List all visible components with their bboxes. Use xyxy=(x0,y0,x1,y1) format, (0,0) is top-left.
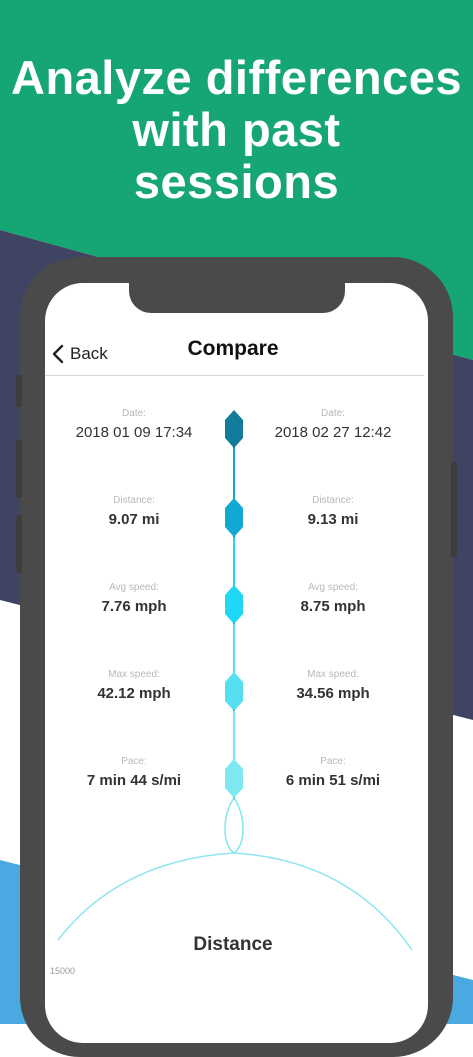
stat-pace-left: Pace: 7 min 44 s/mi xyxy=(54,755,214,791)
stat-value: 9.07 mi xyxy=(108,511,160,528)
stat-date-left: Date: 2018 01 09 17:34 xyxy=(54,407,214,443)
stat-label: Date: xyxy=(122,408,146,419)
stat-avg-speed-right: Avg speed: 8.75 mph xyxy=(253,581,413,617)
stat-value: 2018 02 27 12:42 xyxy=(274,424,392,441)
stat-max-speed-right: Max speed: 34.56 mph xyxy=(253,668,413,704)
stat-label: Date: xyxy=(321,408,345,419)
stat-label: Max speed: xyxy=(108,669,160,680)
headline: Analyze differences with past sessions xyxy=(0,52,473,208)
page-title: Compare xyxy=(187,337,279,360)
stat-value: 2018 01 09 17:34 xyxy=(75,424,193,441)
stat-value: 34.56 mph xyxy=(296,685,370,702)
stat-value: 7.76 mph xyxy=(101,598,167,615)
back-label: Back xyxy=(70,344,108,363)
stat-date-right: Date: 2018 02 27 12:42 xyxy=(253,407,413,443)
volume-down-button xyxy=(16,515,22,573)
volume-up-button xyxy=(16,440,22,498)
stat-value: 42.12 mph xyxy=(97,685,171,702)
distance-chart-title: Distance xyxy=(193,934,273,955)
stat-label: Pace: xyxy=(320,756,346,767)
stat-label: Avg speed: xyxy=(109,582,159,593)
power-button xyxy=(451,462,457,557)
stat-value: 8.75 mph xyxy=(300,598,366,615)
phone-notch xyxy=(129,283,345,313)
phone-screen xyxy=(45,283,428,1043)
stat-max-speed-left: Max speed: 42.12 mph xyxy=(54,668,214,704)
chevron-left-icon xyxy=(52,344,64,364)
stat-label: Pace: xyxy=(121,756,147,767)
stat-distance-left: Distance: 9.07 mi xyxy=(54,494,214,530)
nav-divider xyxy=(45,375,424,376)
stat-distance-right: Distance: 9.13 mi xyxy=(253,494,413,530)
silent-switch xyxy=(16,375,22,407)
headline-line3: sessions xyxy=(133,155,340,208)
stat-value: 9.13 mi xyxy=(307,511,359,528)
stat-pace-right: Pace: 6 min 51 s/mi xyxy=(253,755,413,791)
stat-label: Avg speed: xyxy=(308,582,358,593)
stat-label: Distance: xyxy=(312,495,354,506)
stat-avg-speed-left: Avg speed: 7.76 mph xyxy=(54,581,214,617)
stat-label: Max speed: xyxy=(307,669,359,680)
headline-line2: with past xyxy=(132,103,341,156)
stat-value: 7 min 44 s/mi xyxy=(86,772,182,789)
back-button[interactable]: Back xyxy=(52,340,108,368)
stat-value: 6 min 51 s/mi xyxy=(285,772,381,789)
stat-label: Distance: xyxy=(113,495,155,506)
y-axis-tick: 15000 xyxy=(50,966,76,976)
headline-line1: Analyze differences xyxy=(11,51,462,104)
